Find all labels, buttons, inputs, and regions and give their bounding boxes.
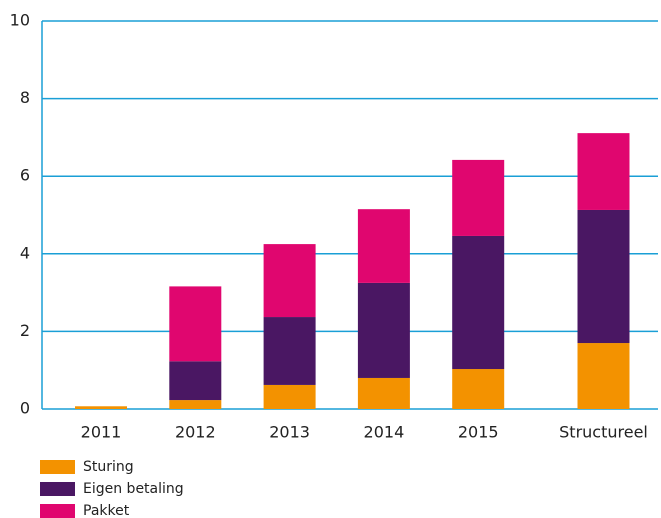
x-tick-label: Structureel <box>559 423 648 442</box>
x-tick-label: 2014 <box>364 423 405 442</box>
legend-label: Eigen betaling <box>83 481 184 497</box>
bar-segment <box>452 235 505 370</box>
bar-segment <box>357 209 410 283</box>
legend-label: Sturing <box>83 459 134 475</box>
bar-segment <box>357 282 410 378</box>
legend-swatch <box>40 504 75 518</box>
bar-segment <box>452 159 505 236</box>
x-tick-label: 2015 <box>458 423 499 442</box>
bar-segment <box>263 384 316 409</box>
y-tick-label: 2 <box>20 321 30 340</box>
y-tick-label: 6 <box>20 166 30 185</box>
bar-segment <box>263 244 316 318</box>
x-tick-label: 2013 <box>269 423 310 442</box>
y-tick-label: 0 <box>20 399 30 418</box>
bar-segment <box>577 133 630 210</box>
y-tick-label: 8 <box>20 88 30 107</box>
bar-segment <box>577 209 630 344</box>
bar-segment <box>263 317 316 385</box>
x-tick-label: 2012 <box>175 423 216 442</box>
x-tick-label: 2011 <box>81 423 122 442</box>
bar-segment <box>169 400 222 409</box>
bar-segment <box>357 377 410 409</box>
y-tick-label: 4 <box>20 243 30 262</box>
legend-swatch <box>40 482 75 496</box>
bar-segment <box>577 343 630 409</box>
bar-segment <box>75 406 127 409</box>
bar-segment <box>169 361 222 401</box>
bar-segment <box>452 369 505 409</box>
legend-swatch <box>40 460 75 474</box>
bar-segment <box>169 286 222 362</box>
y-tick-label: 10 <box>10 11 30 30</box>
legend-label: Pakket <box>83 503 130 518</box>
